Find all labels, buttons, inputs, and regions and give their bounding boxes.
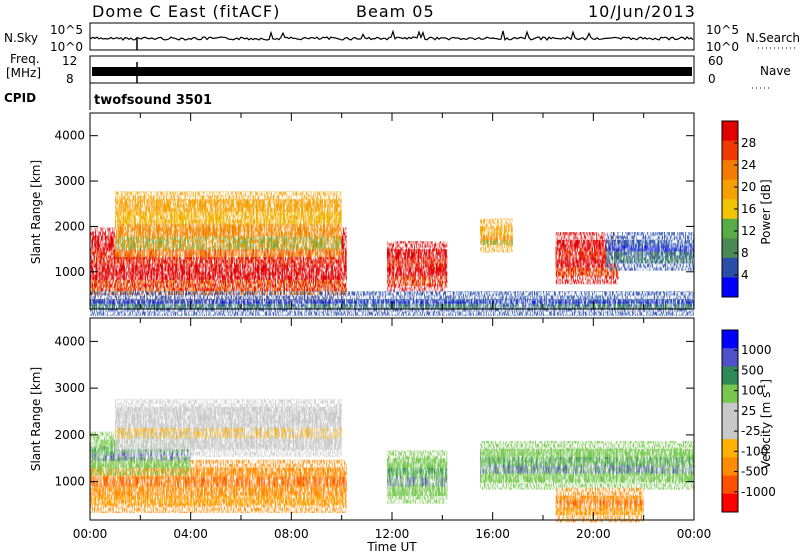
power-colorbar-tick-label: 20 <box>741 180 756 194</box>
velocity-colorbar-swatch <box>722 493 738 513</box>
velocity-panel: 1000 2000 3000 4000 00:00 04:00 08:00 12:00 16:0… <box>29 317 712 554</box>
velocity-echo-scatter <box>115 398 342 457</box>
velocity-colorbar-swatch <box>722 402 738 422</box>
velocity-colorbar-tick-label: 1000 <box>741 343 772 357</box>
power-ytick-label: 4000 <box>54 129 85 143</box>
power-echo-scatter <box>480 218 513 253</box>
station-title: Dome C East (fitACF) <box>92 2 280 21</box>
power-colorbar-swatch <box>722 218 738 239</box>
nave-tick-bottom: 0 <box>708 72 716 86</box>
velocity-colorbar-swatch <box>722 366 738 385</box>
power-colorbar-swatch <box>722 179 738 200</box>
velocity-colorbar-swatch <box>722 384 738 404</box>
power-echo-scatter <box>386 241 448 294</box>
power-ytick-label: 2000 <box>54 219 85 233</box>
velocity-ylabel: Slant Range [km] <box>29 367 43 471</box>
velocity-colorbar-label: Velocity [m s-1] <box>758 379 773 469</box>
velocity-speckle-data <box>90 398 694 523</box>
power-colorbar-tick-label: 28 <box>741 136 756 150</box>
velocity-echo-scatter <box>480 440 694 490</box>
cpid-panel: CPID twofsound 3501 <box>4 83 212 110</box>
power-ytick-label: 3000 <box>54 174 85 188</box>
velocity-echo-scatter <box>386 450 448 504</box>
power-colorbar-swatch <box>722 257 738 278</box>
velocity-colorbar-swatch <box>722 439 738 458</box>
velocity-colorbar-tick-label: 500 <box>741 363 764 377</box>
velocity-echo-scatter <box>555 487 644 523</box>
date-label: 10/Jun/2013 <box>588 2 696 21</box>
freq-label: Freq. <box>10 52 40 66</box>
velocity-colorbar-tick-label: -25 <box>741 424 761 438</box>
velocity-colorbar-swatch <box>722 348 738 367</box>
time-tick-label: 04:00 <box>173 527 208 541</box>
power-colorbar-swatch <box>722 140 738 161</box>
power-panel: 1000 2000 3000 4000 Slant Range [km] <box>29 112 695 317</box>
velocity-colorbar-tick-label: 25 <box>741 404 756 418</box>
velocity-ytick-label: 3000 <box>54 381 85 395</box>
time-tick-label: 08:00 <box>274 527 309 541</box>
velocity-colorbar-tick-label: 100 <box>741 384 764 398</box>
nsearch-label: N.Search <box>746 31 800 45</box>
time-tick-label: 12:00 <box>375 527 410 541</box>
freq-unit: [MHz] <box>6 66 41 80</box>
power-colorbar-swatch <box>722 160 738 181</box>
power-colorbar-swatch <box>722 121 738 141</box>
nsearch-tick-bottom: 10^0 <box>706 40 739 54</box>
time-tick-label: 16:00 <box>475 527 510 541</box>
cpid-value: twofsound 3501 <box>94 93 212 108</box>
velocity-colorbar-swatch <box>722 330 738 349</box>
nsky-panel: 10^5 10^0 10^5 10^0 N.Sky N.Search <box>4 22 800 54</box>
nsky-trace <box>89 29 694 42</box>
freq-tick-bottom: 8 <box>66 72 74 86</box>
power-colorbar-tick-label: 24 <box>741 158 756 172</box>
power-colorbar-tick-label: 4 <box>741 268 749 282</box>
velocity-colorbar-swatch <box>722 475 738 495</box>
time-axis-label: Time UT <box>366 540 417 554</box>
power-speckle-data <box>90 191 694 317</box>
power-colorbar-swatch <box>722 199 738 220</box>
power-ylabel: Slant Range [km] <box>29 160 43 264</box>
freq-panel: Freq. [MHz] 12 8 60 0 Nave <box>6 52 791 89</box>
velocity-colorbar-tick-label: -1000 <box>741 485 776 499</box>
power-echo-scatter <box>115 191 342 258</box>
velocity-colorbar-swatch <box>722 457 738 476</box>
velocity-colorbar-tick-label: -500 <box>741 465 768 479</box>
beam-label: Beam 05 <box>356 2 435 21</box>
power-colorbar-swatch <box>722 277 738 298</box>
power-colorbar-tick-label: 12 <box>741 224 756 238</box>
nsky-tick-bottom: 10^0 <box>50 40 83 54</box>
nsky-label: N.Sky <box>4 31 38 45</box>
power-colorbar-tick-label: 8 <box>741 246 749 260</box>
nave-tick-top: 60 <box>708 54 723 68</box>
freq-tick-top: 12 <box>62 54 77 68</box>
nsearch-tick-top: 10^5 <box>706 23 739 37</box>
velocity-ytick-label: 1000 <box>54 475 85 489</box>
velocity-colorbar-swatch <box>722 421 738 440</box>
nave-band <box>92 67 692 76</box>
power-colorbar: 28 24 20 16 12 8 4 Power [dB] <box>721 120 773 298</box>
time-tick-label: 00:00 <box>677 527 712 541</box>
velocity-ytick-label: 2000 <box>54 428 85 442</box>
power-ytick-label: 1000 <box>54 265 85 279</box>
velocity-colorbar: 1000 500 100 25 -25 -100 -500 -1000 Velocity [m… <box>721 329 776 513</box>
velocity-colorbar-frame <box>721 329 739 513</box>
power-colorbar-swatch <box>722 238 738 259</box>
velocity-colorbar-tick-label: -100 <box>741 444 768 458</box>
time-tick-label: 00:00 <box>73 527 108 541</box>
velocity-ytick-label: 4000 <box>54 334 85 348</box>
time-tick-label: 20:00 <box>576 527 611 541</box>
power-colorbar-tick-label: 16 <box>741 202 756 216</box>
cpid-label: CPID <box>4 91 36 105</box>
power-colorbar-label: Power [dB] <box>759 179 773 244</box>
power-echo-scatter <box>605 232 694 271</box>
nave-label: Nave <box>760 64 791 78</box>
nsky-tick-top: 10^5 <box>50 23 83 37</box>
